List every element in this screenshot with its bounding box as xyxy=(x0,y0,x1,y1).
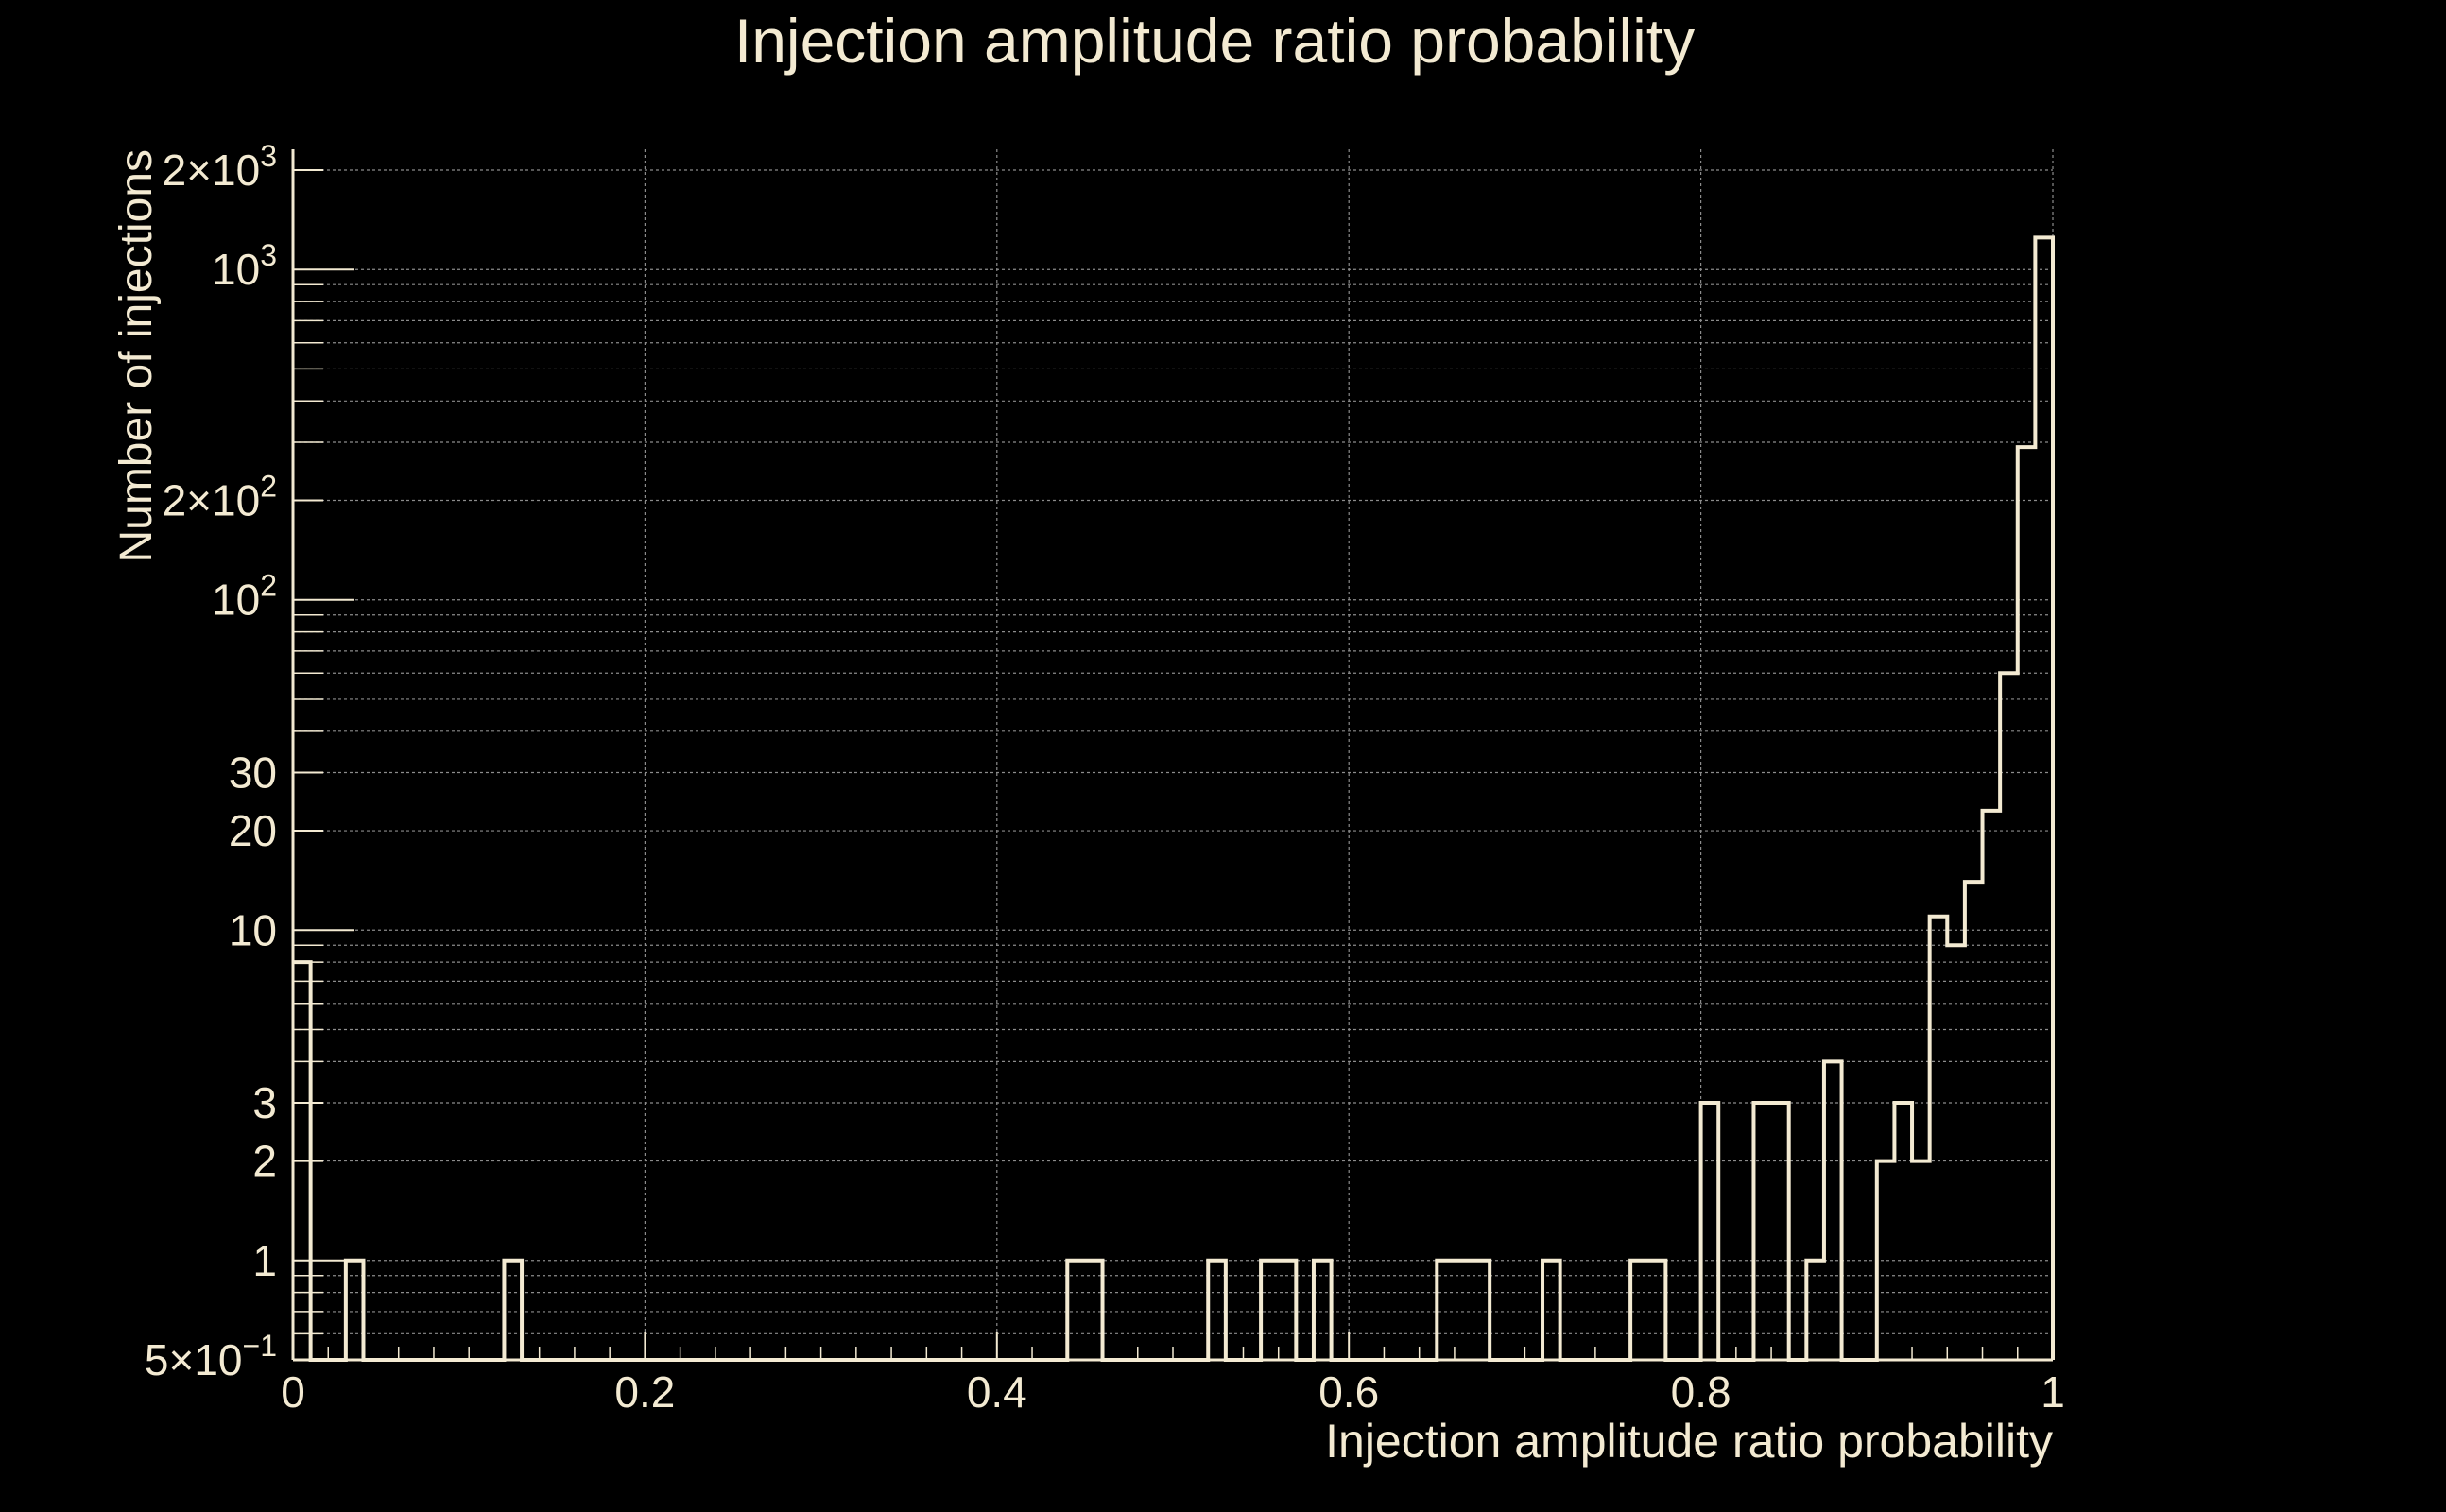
histogram-outline xyxy=(293,235,2055,1362)
histogram-bar xyxy=(1947,945,1965,1360)
histogram-bar xyxy=(1930,917,1948,1360)
histogram-bar xyxy=(2000,673,2018,1360)
histogram-bar xyxy=(1753,1103,1771,1360)
histogram-bar xyxy=(504,1261,522,1360)
histogram-bar xyxy=(1983,811,2001,1360)
y-tick-label: 20 xyxy=(229,806,277,855)
y-tick-label: 10 xyxy=(229,905,277,954)
x-axis-label: Injection amplitude ratio probability xyxy=(1325,1415,2053,1468)
histogram-bar xyxy=(1701,1103,1719,1360)
y-tick-label: 2 xyxy=(252,1137,277,1186)
y-tick-label: 2×102 xyxy=(163,470,277,525)
histogram-bar xyxy=(1771,1103,1789,1360)
chart-title: Injection amplitude ratio probability xyxy=(734,6,1695,76)
x-tick-label: 0 xyxy=(281,1367,305,1417)
histogram-bar xyxy=(346,1261,364,1360)
histogram-bar xyxy=(1824,1061,1842,1360)
y-tick-label: 30 xyxy=(229,747,277,797)
y-tick-label: 5×10−1 xyxy=(145,1329,277,1384)
x-tick-label: 0.4 xyxy=(967,1367,1027,1417)
y-tick-label: 103 xyxy=(212,238,277,294)
x-tick-label: 0.8 xyxy=(1671,1367,1731,1417)
y-tick-label: 2×103 xyxy=(163,139,277,195)
histogram-bar xyxy=(1877,1161,1895,1360)
y-tick-label: 1 xyxy=(252,1236,277,1285)
y-axis-label: Number of injections xyxy=(112,149,162,563)
histogram-bar xyxy=(2035,237,2053,1360)
x-tick-label: 0.6 xyxy=(1318,1367,1379,1417)
y-tick-label: 102 xyxy=(212,569,277,625)
x-tick-label: 1 xyxy=(2041,1367,2065,1417)
histogram-bar xyxy=(1894,1103,1912,1360)
x-tick-label: 0.2 xyxy=(614,1367,675,1417)
x-tick-labels: 0 0.2 0.4 0.6 0.8 1 xyxy=(281,1367,2065,1417)
histogram-bar xyxy=(1965,882,1983,1360)
histogram-bar xyxy=(1542,1261,1560,1360)
histogram-bar xyxy=(2018,447,2036,1360)
y-tick-label: 3 xyxy=(252,1078,277,1127)
grid-layer xyxy=(293,149,2054,1360)
y-tick-labels: 5×10−1 1 2 3 10 20 30 102 2×102 103 2×103 xyxy=(145,139,277,1384)
